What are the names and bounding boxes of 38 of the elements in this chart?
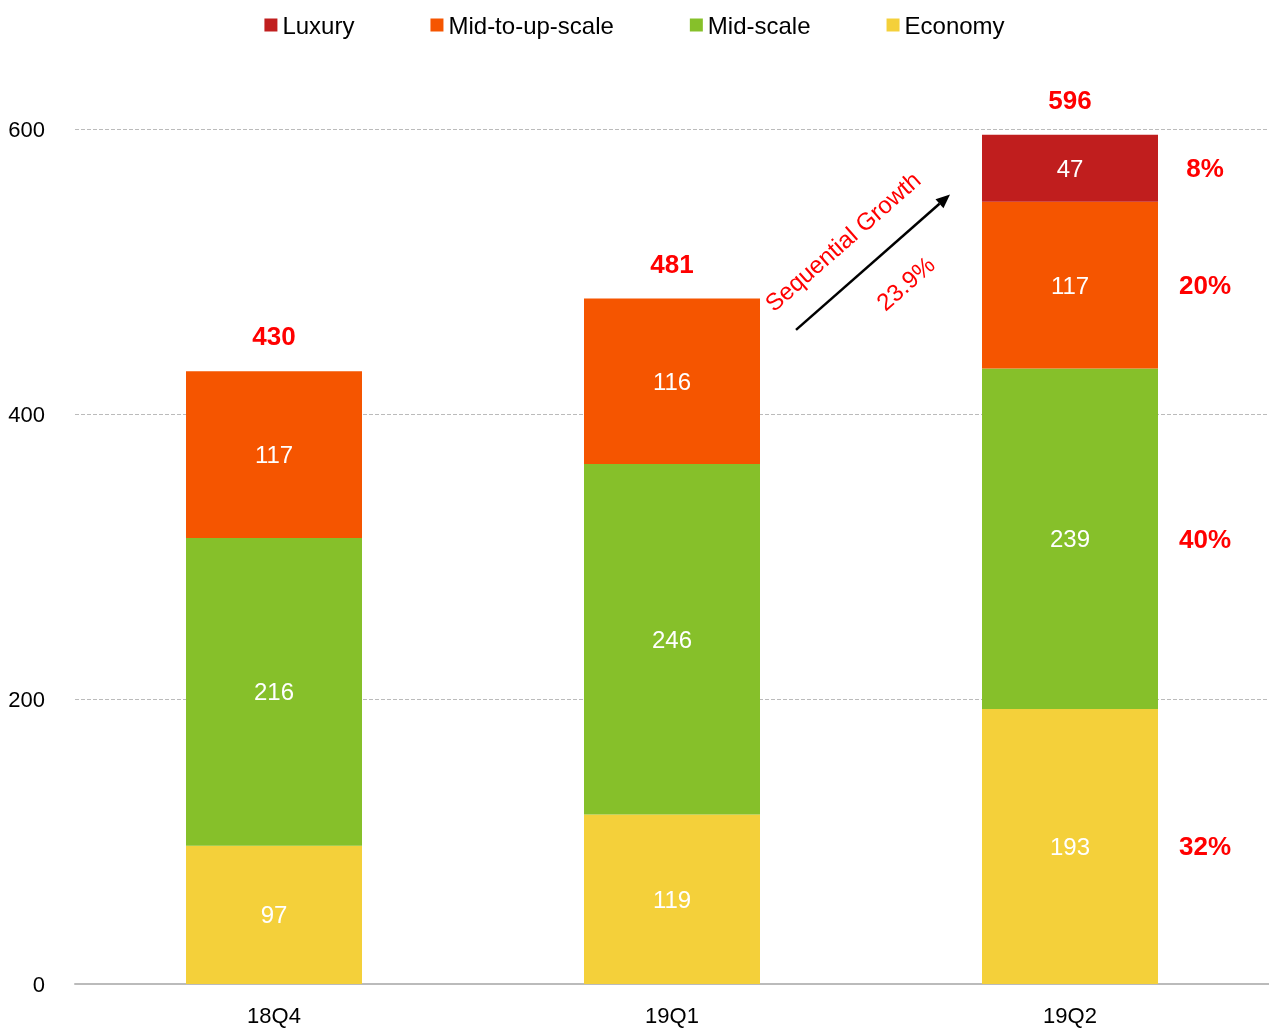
legend-label: Luxury: [282, 11, 355, 39]
annotation: 32%: [1178, 831, 1232, 862]
data-label: 116: [652, 367, 692, 395]
y-tick-label: 400: [8, 401, 45, 427]
bar: [186, 371, 362, 538]
y-tick-label: 200: [8, 686, 45, 712]
bar: [584, 298, 760, 464]
annotation: 8%: [1186, 153, 1224, 184]
data-label: 97: [260, 901, 288, 929]
annotation: 20%: [1178, 270, 1232, 301]
bar: [186, 537, 362, 846]
legend-label: Mid-to-up-scale: [448, 11, 614, 39]
total-label: 481: [650, 248, 694, 279]
bar: [982, 134, 1158, 202]
x-tick-label: 19Q1: [645, 1002, 699, 1028]
data-label: 117: [254, 441, 294, 469]
y-tick-label: 600: [8, 116, 45, 142]
data-label: 216: [253, 678, 295, 706]
bar: [982, 708, 1158, 984]
data-label: 193: [1049, 832, 1091, 860]
y-tick-label: 0: [32, 971, 45, 997]
data-label: 119: [652, 885, 692, 913]
x-tick-label: 19Q2: [1043, 1002, 1097, 1028]
data-label: 117: [1050, 271, 1090, 299]
data-label: 47: [1056, 154, 1084, 182]
bar: [186, 845, 362, 984]
bar: [982, 201, 1158, 369]
x-tick-label: 18Q4: [247, 1002, 301, 1028]
legend-label: Economy: [904, 11, 1005, 39]
total-label: 596: [1048, 84, 1092, 115]
data-label: 239: [1049, 525, 1091, 553]
annotation: 40%: [1178, 523, 1232, 554]
bar: [982, 368, 1158, 709]
total-label: 430: [252, 321, 296, 352]
legend-label: Mid-scale: [707, 11, 811, 39]
bar: [584, 463, 760, 815]
data-label: 246: [651, 625, 693, 653]
bar: [584, 814, 760, 984]
